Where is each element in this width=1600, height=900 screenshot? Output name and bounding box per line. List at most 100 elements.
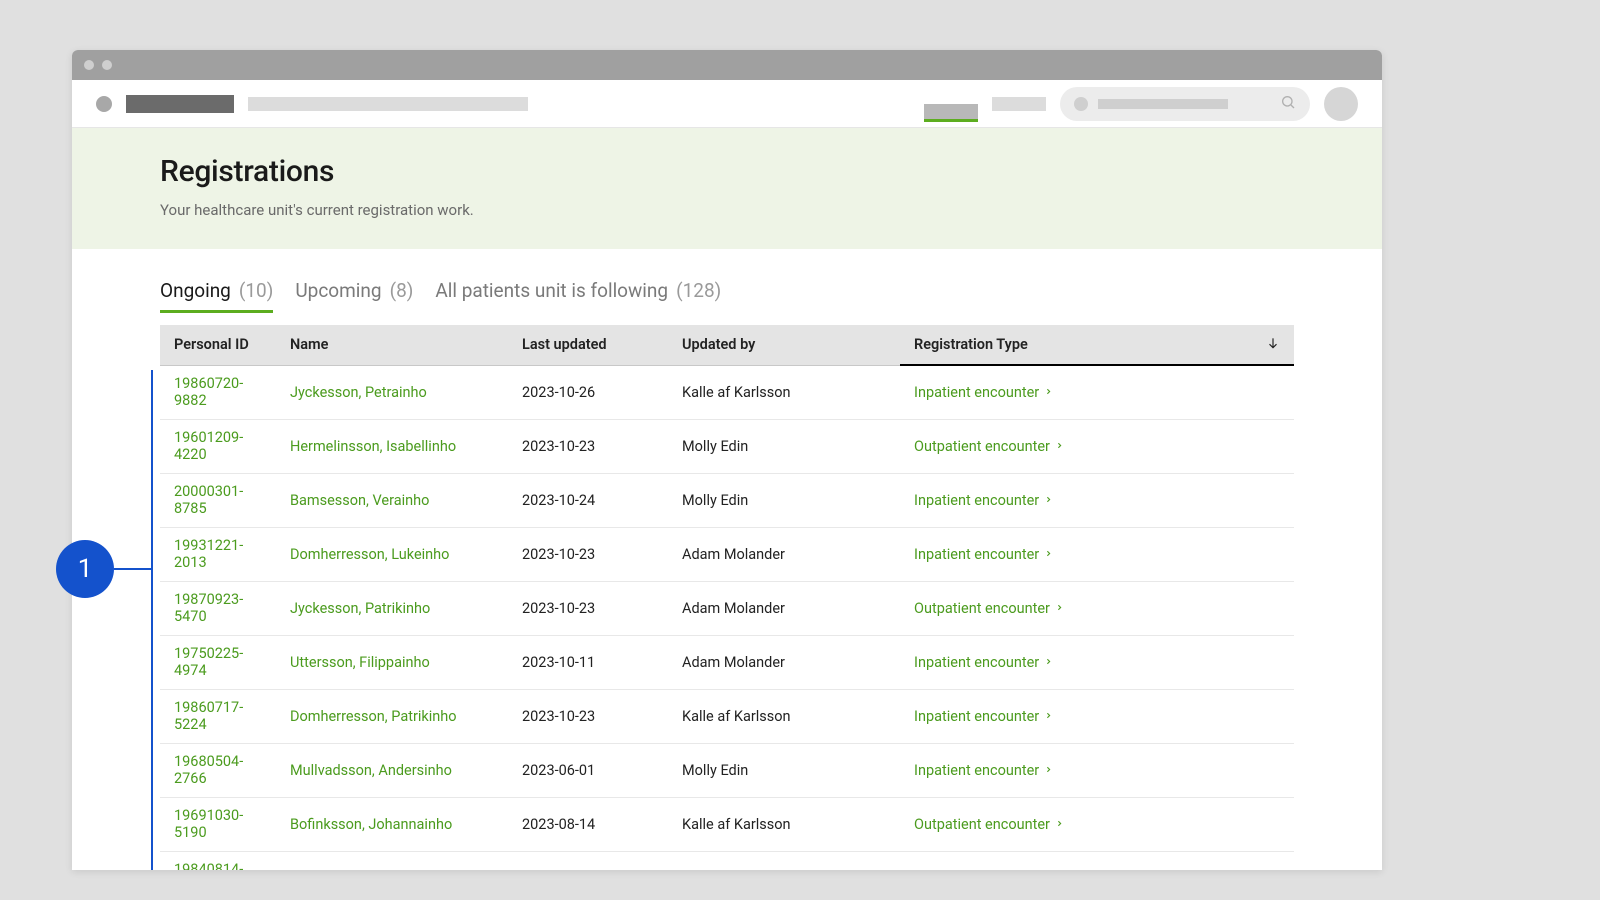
patient-name-link[interactable]: Bamsesson, Verainho	[290, 492, 429, 509]
chevron-right-icon	[1044, 493, 1053, 507]
tab-count: (10)	[239, 279, 273, 302]
tab-label: Upcoming	[295, 279, 381, 305]
personal-id-link[interactable]: 19870923-5470	[174, 591, 243, 625]
registration-type-link[interactable]: Inpatient encounter	[914, 762, 1053, 779]
registration-type-link[interactable]: Outpatient encounter	[914, 600, 1064, 617]
table-row: 19691030-5190 Bofinksson, Johannainho 2023…	[160, 797, 1294, 851]
chevron-right-icon	[1044, 547, 1053, 561]
col-updated-by[interactable]: Updated by	[668, 325, 900, 365]
table-row: 19840814-9287 Mullvadsson, Amelinho 2023-0…	[160, 851, 1294, 870]
registration-type-link[interactable]: Inpatient encounter	[914, 384, 1053, 401]
col-last-updated[interactable]: Last updated	[508, 325, 668, 365]
cell-updated-by: Adam Molander	[668, 851, 900, 870]
chevron-right-icon	[1044, 385, 1053, 399]
cell-last-updated: 2023-10-26	[508, 365, 668, 419]
brand-placeholder	[126, 95, 234, 113]
patient-name-link[interactable]: Uttersson, Filippainho	[290, 654, 430, 671]
table-row: 19860720-9882 Jyckesson, Petrainho 2023-10…	[160, 365, 1294, 419]
registration-type-link[interactable]: Inpatient encounter	[914, 708, 1053, 725]
app-window: Registrations Your healthcare unit's cur…	[72, 50, 1382, 870]
cell-updated-by: Adam Molander	[668, 581, 900, 635]
col-registration-type[interactable]: Registration Type	[900, 325, 1294, 365]
registration-type-link[interactable]: Inpatient encounter	[914, 870, 1053, 871]
cell-updated-by: Kalle af Karlsson	[668, 797, 900, 851]
registration-type-label: Inpatient encounter	[914, 384, 1039, 401]
search-placeholder	[1098, 99, 1228, 109]
cell-last-updated: 2023-10-23	[508, 581, 668, 635]
nav-item-active[interactable]	[924, 104, 978, 122]
annotation-connector	[114, 568, 153, 570]
cell-last-updated: 2023-08-10	[508, 851, 668, 870]
breadcrumb-placeholder	[248, 97, 528, 111]
patient-name-link[interactable]: Bofinksson, Johannainho	[290, 816, 452, 833]
cell-last-updated: 2023-08-14	[508, 797, 668, 851]
registration-type-link[interactable]: Inpatient encounter	[914, 654, 1053, 671]
patient-name-link[interactable]: Mullvadsson, Andersinho	[290, 762, 452, 779]
table-row: 20000301-8785 Bamsesson, Verainho 2023-10-…	[160, 473, 1294, 527]
personal-id-link[interactable]: 19860717-5224	[174, 699, 243, 733]
registration-type-label: Inpatient encounter	[914, 708, 1039, 725]
tab-all-patients-unit-is-following[interactable]: All patients unit is following(128)	[435, 279, 721, 313]
patient-name-link[interactable]: Domherresson, Patrikinho	[290, 708, 457, 725]
browser-titlebar	[72, 50, 1382, 80]
avatar[interactable]	[1324, 87, 1358, 121]
registration-type-link[interactable]: Outpatient encounter	[914, 816, 1064, 833]
chevron-right-icon	[1044, 763, 1053, 777]
col-personal-id[interactable]: Personal ID	[160, 325, 276, 365]
tab-count: (128)	[676, 279, 721, 305]
registrations-table-wrap: Personal IDNameLast updatedUpdated byReg…	[160, 325, 1294, 870]
registration-type-label: Outpatient encounter	[914, 438, 1050, 455]
tab-upcoming[interactable]: Upcoming (8)	[295, 279, 413, 313]
registration-type-link[interactable]: Inpatient encounter	[914, 546, 1053, 563]
table-row: 19601209-4220 Hermelinsson, Isabellinho 20…	[160, 419, 1294, 473]
personal-id-link[interactable]: 19931221-2013	[174, 537, 243, 571]
table-row: 19750225-4974 Uttersson, Filippainho 2023-…	[160, 635, 1294, 689]
personal-id-link[interactable]: 19750225-4974	[174, 645, 243, 679]
cell-last-updated: 2023-10-23	[508, 527, 668, 581]
registration-type-label: Inpatient encounter	[914, 762, 1039, 779]
page-header: Registrations Your healthcare unit's cur…	[72, 128, 1382, 249]
patient-name-link[interactable]: Domherresson, Lukeinho	[290, 546, 449, 563]
cell-updated-by: Molly Edin	[668, 419, 900, 473]
personal-id-link[interactable]: 19860720-9882	[174, 375, 243, 409]
chevron-right-icon	[1044, 655, 1053, 669]
annotation-vertical-line	[151, 370, 153, 870]
personal-id-link[interactable]: 19601209-4220	[174, 429, 243, 463]
search-input[interactable]	[1060, 87, 1310, 121]
cell-last-updated: 2023-10-11	[508, 635, 668, 689]
registration-type-label: Inpatient encounter	[914, 654, 1039, 671]
annotation-number: 1	[78, 554, 93, 584]
page-title: Registrations	[160, 154, 1294, 189]
tab-count: (8)	[390, 279, 414, 305]
registration-type-label: Outpatient encounter	[914, 600, 1050, 617]
page-subtitle: Your healthcare unit's current registrat…	[160, 201, 1294, 219]
window-control-dot[interactable]	[102, 60, 112, 70]
patient-name-link[interactable]: Jyckesson, Petrainho	[290, 384, 427, 401]
tab-ongoing[interactable]: Ongoing(10)	[160, 279, 273, 313]
patient-name-link[interactable]: Jyckesson, Patrikinho	[290, 600, 430, 617]
personal-id-link[interactable]: 20000301-8785	[174, 483, 243, 517]
nav-item[interactable]	[992, 97, 1046, 111]
cell-updated-by: Molly Edin	[668, 473, 900, 527]
table-row: 19870923-5470 Jyckesson, Patrikinho 2023-1…	[160, 581, 1294, 635]
patient-name-link[interactable]: Hermelinsson, Isabellinho	[290, 438, 456, 455]
cell-updated-by: Adam Molander	[668, 635, 900, 689]
personal-id-link[interactable]: 19840814-9287	[174, 861, 243, 870]
table-row: 19931221-2013 Domherresson, Lukeinho 2023-…	[160, 527, 1294, 581]
cell-last-updated: 2023-10-24	[508, 473, 668, 527]
personal-id-link[interactable]: 19691030-5190	[174, 807, 243, 841]
search-prefix-icon	[1074, 97, 1088, 111]
window-control-dot[interactable]	[84, 60, 94, 70]
personal-id-link[interactable]: 19680504-2766	[174, 753, 243, 787]
patient-name-link[interactable]: Mullvadsson, Amelinho	[290, 870, 440, 871]
chevron-right-icon	[1055, 439, 1064, 453]
cell-updated-by: Molly Edin	[668, 743, 900, 797]
registration-type-link[interactable]: Inpatient encounter	[914, 492, 1053, 509]
cell-updated-by: Kalle af Karlsson	[668, 689, 900, 743]
cell-last-updated: 2023-10-23	[508, 419, 668, 473]
registration-type-link[interactable]: Outpatient encounter	[914, 438, 1064, 455]
chevron-right-icon	[1055, 601, 1064, 615]
logo-icon	[96, 96, 112, 112]
col-name[interactable]: Name	[276, 325, 508, 365]
search-icon	[1280, 94, 1296, 114]
